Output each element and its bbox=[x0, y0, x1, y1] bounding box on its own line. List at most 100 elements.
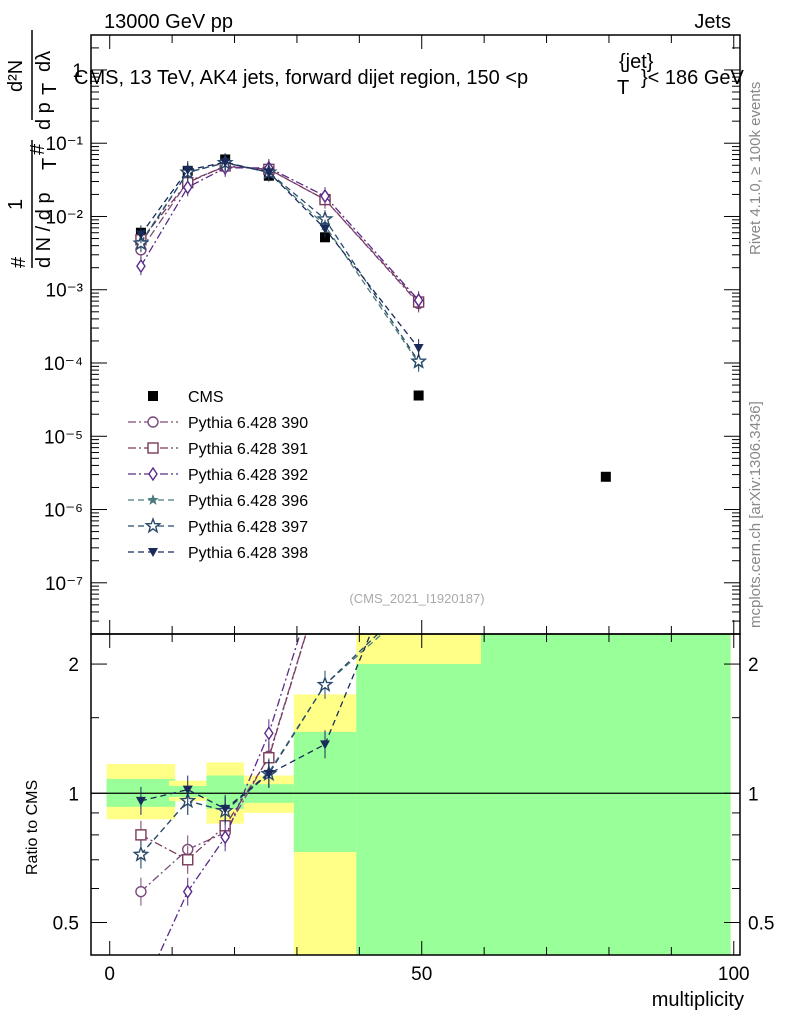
main-series-6 bbox=[135, 153, 424, 358]
legend-marker-5 bbox=[144, 516, 162, 534]
main-series-4 bbox=[135, 153, 425, 373]
main-point-6-1 bbox=[182, 166, 193, 176]
legend-label-4: Pythia 6.428 396 bbox=[188, 493, 308, 510]
main-y-axis-label: # 1 d N / d p T # d²N d p T dλ bbox=[5, 30, 61, 268]
legend: CMS Pythia 6.428 390 Pythia 6.428 391 Pythi… bbox=[128, 389, 308, 562]
main-series-line-4 bbox=[140, 162, 420, 364]
ratio-y-tick-label-1: 1 bbox=[68, 784, 79, 805]
header-right: Jets bbox=[694, 11, 731, 33]
mcplots-label: mcplots.cern.ch [arXiv:1306.3436] bbox=[747, 401, 764, 628]
main-point-3-5 bbox=[413, 292, 424, 308]
ratio-point-5-4 bbox=[320, 740, 331, 750]
ratio-y-tick-label-r-1: 1 bbox=[748, 784, 759, 805]
y-label-frac-den: d N / d p bbox=[33, 192, 55, 268]
legend-label-5: Pythia 6.428 397 bbox=[188, 519, 308, 536]
main-y-tick-label-2: 10⁻² bbox=[46, 207, 84, 228]
ratio-point-2-3 bbox=[264, 725, 274, 741]
ratio-y-label: Ratio to CMS bbox=[24, 780, 41, 875]
green-band-6 bbox=[481, 634, 731, 955]
x-tick-label-0: 0 bbox=[104, 964, 115, 985]
ratio-point-2-1 bbox=[182, 884, 193, 899]
main-point-6-5 bbox=[413, 344, 424, 354]
main-series-0 bbox=[135, 154, 611, 482]
ratio-uncertainty-bands bbox=[106, 634, 731, 955]
main-point-5-5 bbox=[410, 352, 428, 369]
legend-label-6: Pythia 6.428 398 bbox=[188, 545, 308, 562]
main-series-line-2 bbox=[140, 165, 420, 303]
ratio-series-line-4 bbox=[140, 634, 379, 855]
ratio-point-0-0 bbox=[135, 885, 147, 898]
ratio-point-5-3 bbox=[263, 769, 274, 779]
y-label-deriv-den: d p bbox=[33, 102, 55, 130]
ratio-y-tick-label-r-0: 0.5 bbox=[748, 913, 774, 934]
main-panel bbox=[132, 153, 611, 482]
ratio-series-line-5 bbox=[140, 634, 372, 810]
legend-label-3: Pythia 6.428 392 bbox=[188, 467, 308, 484]
ratio-frame bbox=[90, 633, 741, 956]
legend-marker-4 bbox=[147, 494, 159, 505]
title-suffix: }< 186 GeV bbox=[641, 67, 745, 89]
green-band-5 bbox=[356, 664, 482, 955]
ratio-point-5-1 bbox=[182, 785, 193, 795]
x-tick-label-100: 100 bbox=[718, 964, 750, 985]
legend-marker-3 bbox=[148, 466, 158, 482]
y-label-deriv-den-tail: dλ bbox=[33, 51, 55, 72]
main-point-6-4 bbox=[320, 224, 331, 234]
title-prefix: CMS, 13 TeV, AK4 jets, forward dijet reg… bbox=[74, 67, 528, 89]
y-label-hash-2: # bbox=[27, 143, 49, 155]
legend-label-1: Pythia 6.428 390 bbox=[188, 415, 308, 432]
ratio-series-line-1 bbox=[140, 634, 307, 861]
title-sup: {jet} bbox=[619, 51, 654, 73]
y-label-deriv-num: d²N bbox=[5, 60, 27, 92]
main-point-3-4 bbox=[320, 188, 330, 204]
main-y-tick-label-7: 10⁻⁷ bbox=[45, 574, 83, 595]
header-left: 13000 GeV pp bbox=[104, 11, 233, 33]
main-series-2 bbox=[135, 156, 425, 312]
ratio-point-5-0 bbox=[135, 796, 146, 806]
x-tick-label-50: 50 bbox=[411, 964, 432, 985]
rivet-label: Rivet 4.1.0, ≥ 100k events bbox=[747, 82, 764, 255]
main-y-tick-label-5: 10⁻⁵ bbox=[44, 427, 83, 448]
ratio-series-line-2 bbox=[158, 634, 301, 955]
ratio-series-2 bbox=[158, 634, 301, 955]
title-sub: T bbox=[617, 77, 629, 99]
ratio-series-line-3 bbox=[140, 634, 383, 855]
main-series-line-5 bbox=[140, 162, 420, 362]
main-point-3-0 bbox=[136, 258, 146, 274]
main-y-tick-label-3: 10⁻³ bbox=[46, 281, 84, 302]
legend-marker-0 bbox=[148, 391, 158, 401]
y-label-deriv-den-sub: T bbox=[39, 83, 61, 95]
main-y-tick-label-1: 10⁻¹ bbox=[46, 134, 84, 155]
analysis-tag: (CMS_2021_I1920187) bbox=[349, 591, 484, 606]
legend-marker-6 bbox=[148, 548, 158, 557]
ratio-point-2-2 bbox=[220, 829, 231, 845]
y-label-frac-num: 1 bbox=[5, 199, 27, 210]
ratio-y-tick-label-r-2: 2 bbox=[748, 655, 759, 676]
ratio-point-4-0 bbox=[132, 845, 150, 862]
main-y-tick-label-6: 10⁻⁶ bbox=[44, 501, 83, 522]
main-point-6-0 bbox=[135, 230, 146, 240]
ratio-point-1-0 bbox=[135, 829, 147, 841]
ratio-point-5-2 bbox=[220, 804, 231, 814]
main-series-line-6 bbox=[140, 161, 420, 349]
legend-marker-2 bbox=[147, 442, 159, 454]
ratio-point-1-1 bbox=[182, 854, 194, 866]
main-point-6-2 bbox=[220, 158, 231, 168]
plot-title: CMS, 13 TeV, AK4 jets, forward dijet reg… bbox=[74, 51, 745, 99]
main-y-tick-label-4: 10⁻⁴ bbox=[44, 354, 83, 375]
legend-label-0: CMS bbox=[188, 389, 224, 406]
main-point-6-3 bbox=[263, 168, 274, 178]
y-label-hash-1: # bbox=[8, 256, 30, 268]
legend-label-2: Pythia 6.428 391 bbox=[188, 441, 308, 458]
ratio-point-4-4 bbox=[316, 675, 334, 693]
ratio-panel bbox=[91, 634, 740, 955]
axes: 0 50 100 1 10⁻¹ 10⁻² 10⁻³ 10⁻⁴ 10⁻⁵ 10⁻⁶ 10⁻⁷ 0.5 0.… bbox=[44, 34, 774, 985]
legend-marker-1 bbox=[147, 416, 159, 428]
main-point-0-5 bbox=[413, 390, 424, 401]
x-axis-label: multiplicity bbox=[652, 989, 744, 1011]
ratio-series-line-0 bbox=[140, 634, 307, 893]
main-point-0-6 bbox=[600, 471, 611, 482]
ratio-y-tick-label-0: 0.5 bbox=[53, 913, 79, 934]
ratio-series-5 bbox=[135, 634, 372, 823]
